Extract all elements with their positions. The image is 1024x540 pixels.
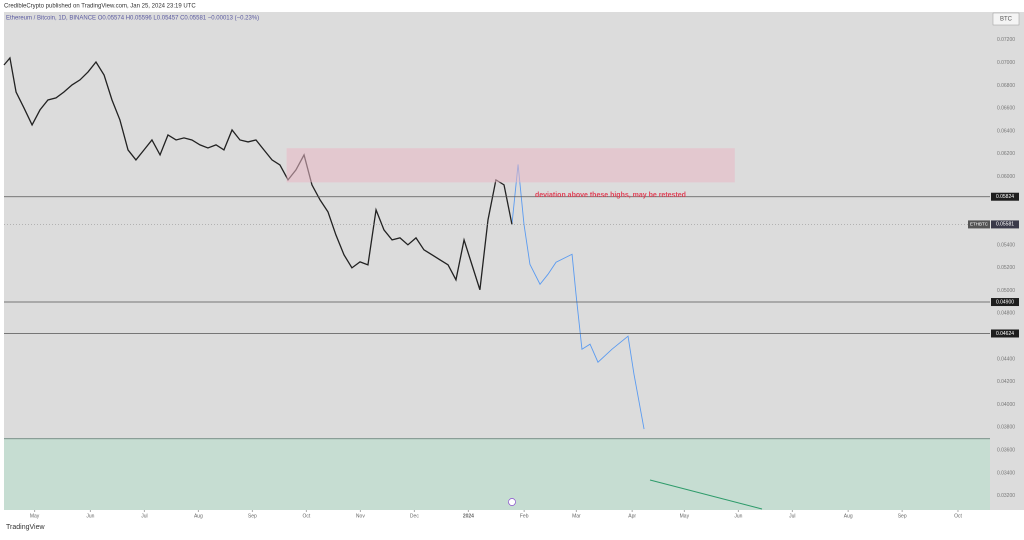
x-tick-label: Dec [410, 513, 419, 519]
y-tick-label: 0.06400 [997, 128, 1015, 134]
x-tick-label: Jun [86, 513, 94, 519]
x-tick-label: Oct [302, 513, 310, 519]
y-tick-label: 0.03600 [997, 447, 1015, 453]
current-badge [991, 220, 1019, 229]
y-tick-label: 0.06600 [997, 106, 1015, 112]
y-tick-label: 0.04000 [997, 402, 1015, 408]
y-tick-label: 0.04200 [997, 379, 1015, 385]
x-tick-label: 2024 [463, 513, 474, 519]
y-tick-label: 0.04800 [997, 311, 1015, 317]
level-label: 0.05824 [996, 194, 1014, 200]
x-tick-label: Aug [194, 513, 203, 519]
y-tick-label: 0.05400 [997, 242, 1015, 248]
x-tick-label: May [680, 513, 690, 519]
resistance-zone [286, 148, 735, 183]
currency-box[interactable] [992, 12, 1020, 26]
level-label: 0.04900 [996, 299, 1014, 305]
symbol-info: Ethereum / Bitcoin, 1D, BINANCE O0.05574… [6, 16, 259, 22]
x-tick-label: Sep [898, 513, 907, 519]
level-badge [991, 192, 1019, 201]
x-tick-label: Mar [572, 513, 581, 519]
y-tick-label: 0.06800 [997, 83, 1015, 89]
level-badge [991, 298, 1019, 307]
y-tick-label: 0.05200 [997, 265, 1015, 271]
x-tick-label: May [30, 513, 40, 519]
projection-line [511, 164, 645, 430]
y-tick-label: 0.04400 [997, 356, 1015, 362]
y-tick-label: 0.07200 [997, 37, 1015, 43]
current-label: 0.05581 [996, 222, 1014, 228]
x-tick-label: Apr [628, 513, 636, 519]
price-line [3, 56, 513, 291]
y-tick-label: 0.07000 [997, 60, 1015, 66]
x-tick-label: Nov [356, 513, 365, 519]
ticker-badge [968, 220, 990, 229]
y-tick-label: 0.03200 [997, 493, 1015, 499]
x-tick-label: Jul [141, 513, 147, 519]
price-axis [990, 12, 1024, 510]
y-tick-label: 0.06200 [997, 151, 1015, 157]
event-icon[interactable] [508, 498, 516, 506]
x-tick-label: Feb [520, 513, 529, 519]
annotation: deviation above these highs, may be rete… [535, 192, 686, 199]
header: CredibleCrypto published on TradingView.… [4, 4, 196, 10]
footer: TradingView [6, 524, 45, 531]
x-tick-label: Jun [734, 513, 742, 519]
level-badge [991, 329, 1019, 338]
plot-background [4, 12, 990, 510]
footer-bar [0, 510, 1024, 535]
x-tick-label: Jul [789, 513, 795, 519]
x-tick-label: Sep [248, 513, 257, 519]
currency: BTC [1000, 17, 1013, 23]
x-tick-label: Aug [844, 513, 853, 519]
y-tick-label: 0.03400 [997, 470, 1015, 476]
y-tick-label: 0.03800 [997, 425, 1015, 431]
ticker: ETHBTC [970, 222, 989, 227]
x-tick-label: Oct [954, 513, 962, 519]
trend-line [649, 479, 763, 510]
y-tick-label: 0.05000 [997, 288, 1015, 294]
support-zone [4, 438, 990, 510]
y-tick-label: 0.06000 [997, 174, 1015, 180]
level-label: 0.04624 [996, 331, 1014, 337]
